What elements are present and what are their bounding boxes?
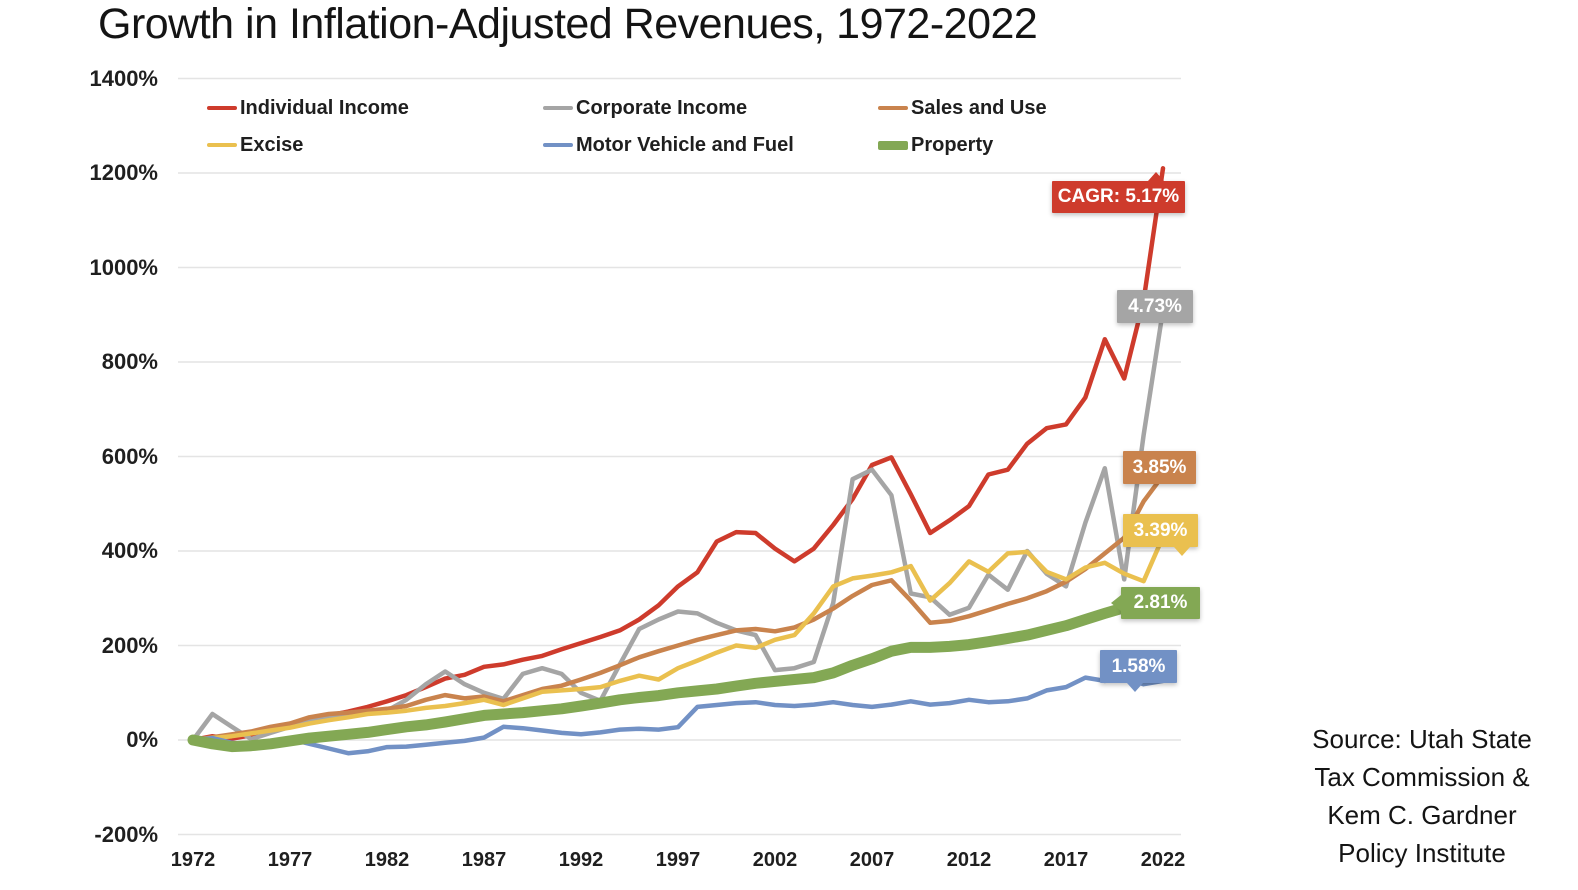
legend-swatch-excise (207, 143, 237, 147)
y-axis-label: 0% (126, 727, 158, 752)
legend-item-sales-and-use: Sales and Use (878, 96, 1047, 120)
chart-title: Growth in Inflation-Adjusted Revenues, 1… (98, 0, 1038, 48)
legend-item-individual-income: Individual Income (207, 96, 409, 120)
x-axis-label: 1987 (461, 849, 507, 871)
source-attribution: Source: Utah State Tax Commission & Kem … (1312, 724, 1532, 868)
y-axis-label: 600% (101, 443, 158, 469)
legend-item-excise: Excise (207, 133, 303, 157)
series-line-corporate-income (190, 307, 1166, 743)
series-line-excise (190, 534, 1166, 743)
y-axis-label: 1400% (89, 65, 158, 91)
y-axis-label: 800% (101, 349, 158, 374)
x-axis-label: 2007 (849, 849, 895, 871)
callout-pointer (1111, 595, 1121, 611)
legend-label: Excise (240, 133, 304, 156)
callout-pointer (1174, 547, 1190, 556)
series-line-property (187, 592, 1169, 753)
series-line-sales-and-use (190, 473, 1166, 743)
callout-pointer (1126, 683, 1143, 692)
x-axis-label: 2017 (1043, 849, 1089, 871)
x-axis-label: 2012 (946, 849, 992, 871)
callout-pointer (1147, 172, 1164, 181)
cagr-callout-motor-vehicle-and-fuel: 1.58% (1100, 650, 1177, 692)
cagr-callout-individual-income: CAGR: 5.17% (1052, 172, 1185, 213)
legend-label: Property (911, 133, 994, 156)
y-axis-label: 1200% (89, 160, 158, 185)
legend-label: Sales and Use (911, 96, 1047, 119)
legend-label: Motor Vehicle and Fuel (576, 133, 794, 156)
legend-swatch-corporate-income (543, 106, 573, 110)
legend-swatch-motor-vehicle-and-fuel (543, 143, 573, 147)
x-axis-label: 2002 (752, 849, 798, 871)
legend-item-property: Property (878, 133, 993, 157)
x-axis-label: 1992 (558, 849, 604, 871)
cagr-callout-sales-and-use: 3.85% (1123, 451, 1196, 484)
y-axis-label: 200% (101, 632, 158, 658)
x-axis-label: 1972 (170, 849, 216, 871)
x-axis-label: 1997 (655, 849, 701, 871)
y-axis-label: -200% (94, 821, 158, 847)
gridlines (178, 77, 1181, 836)
cagr-callout-property: 2.81% (1111, 587, 1200, 619)
legend-label: Corporate Income (576, 96, 748, 119)
legend-item-corporate-income: Corporate Income (543, 96, 747, 120)
legend-item-motor-vehicle-and-fuel: Motor Vehicle and Fuel (543, 133, 794, 157)
legend-swatch-individual-income (207, 106, 237, 110)
y-axis-label: 400% (101, 538, 158, 563)
cagr-callout-corporate-income: 4.73% (1117, 290, 1193, 323)
legend-label: Individual Income (240, 96, 409, 119)
cagr-callout-excise: 3.39% (1123, 514, 1198, 556)
x-axis-label: 2022 (1140, 849, 1186, 871)
series-line-motor-vehicle-and-fuel (190, 675, 1166, 756)
series-lines (187, 166, 1169, 756)
series-line-individual-income (190, 166, 1166, 743)
x-axis-label: 1982 (364, 849, 410, 871)
y-axis-label: 1000% (89, 254, 158, 280)
legend-swatch-sales-and-use (878, 106, 908, 110)
legend-swatch-property (878, 140, 908, 150)
x-axis-label: 1977 (267, 849, 313, 871)
